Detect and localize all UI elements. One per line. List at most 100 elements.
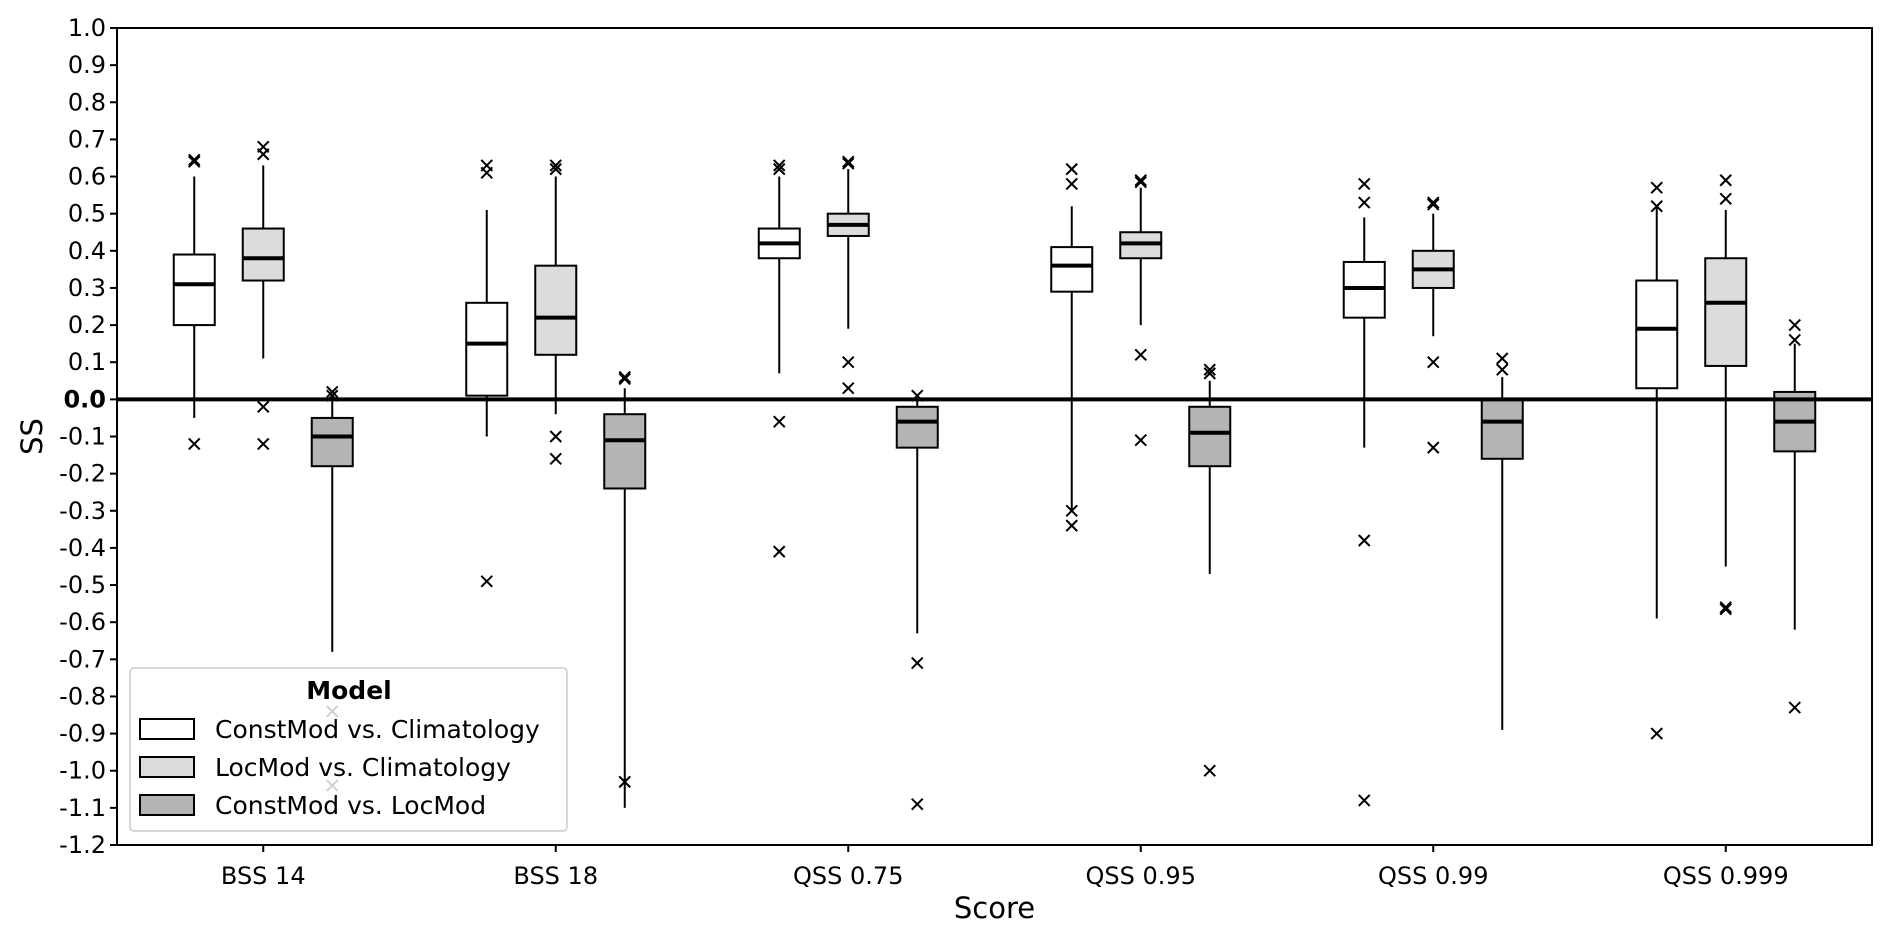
outlier-stroke [842, 155, 855, 168]
outlier-stroke [911, 656, 924, 670]
outlier-marker [326, 385, 339, 399]
outlier-marker [773, 162, 786, 176]
y-tick-label: -0.5 [59, 571, 106, 599]
legend-title: Model [306, 676, 391, 705]
box [310, 416, 354, 468]
outlier-marker [911, 656, 924, 670]
box-group [1342, 177, 1386, 807]
outlier-stroke [773, 415, 786, 428]
y-tick-label: -0.9 [59, 720, 106, 748]
outlier-marker [1788, 701, 1801, 714]
box [172, 253, 216, 327]
y-tick-label: -0.7 [59, 645, 106, 673]
box-group [1119, 174, 1163, 447]
box-group [534, 159, 578, 465]
outlier-stroke [1358, 794, 1371, 807]
outlier-marker [188, 437, 201, 451]
legend: Model ConstMod vs. Climatology LocMod vs.… [129, 667, 568, 832]
box-group [1704, 174, 1748, 616]
outlier-stroke [1650, 727, 1663, 740]
outlier-marker [1203, 363, 1216, 376]
x-tick-label: BSS 18 [513, 862, 598, 890]
outlier-stroke [842, 356, 855, 369]
outlier-stroke [1134, 174, 1147, 187]
x-tick-label: QSS 0.75 [793, 862, 903, 890]
box [1704, 257, 1748, 367]
outlier-marker [1358, 177, 1371, 191]
outlier-marker [1427, 356, 1440, 369]
outlier-marker [1427, 441, 1440, 454]
outlier-marker [1065, 519, 1078, 532]
outlier-stroke [911, 797, 924, 811]
outlier-marker [1065, 177, 1078, 191]
outlier-stroke [1427, 198, 1440, 211]
outlier-marker [1427, 198, 1440, 211]
outlier-stroke [1788, 701, 1801, 714]
outlier-stroke [549, 452, 562, 465]
outlier-stroke [773, 159, 786, 172]
outlier-stroke [257, 437, 270, 451]
box-group [895, 389, 939, 811]
outlier-stroke [1065, 177, 1078, 191]
outlier-stroke [1134, 434, 1147, 447]
y-tick-label: -0.3 [59, 497, 106, 525]
y-axis-title: SS [15, 418, 49, 455]
y-tick-label: -0.2 [59, 460, 106, 488]
outlier-stroke [1065, 504, 1078, 517]
boxes-layer [172, 140, 1817, 811]
outlier-stroke [1065, 162, 1078, 176]
y-tick-label: -0.1 [59, 423, 106, 451]
legend-entries: ConstMod vs. Climatology LocMod vs. Clima… [139, 715, 540, 820]
outlier-marker [1203, 764, 1216, 777]
box [465, 301, 509, 397]
box [1635, 279, 1679, 390]
y-tick-label: -0.6 [59, 608, 106, 636]
legend-entry-label: ConstMod vs. Climatology [215, 715, 540, 744]
outlier-marker [480, 166, 493, 180]
outlier-stroke [257, 148, 270, 161]
x-axis-title: Score [954, 891, 1035, 925]
outlier-marker [1134, 348, 1147, 362]
legend-swatch [139, 794, 195, 816]
outlier-stroke [773, 545, 786, 558]
legend-swatch [139, 718, 195, 740]
outlier-stroke [618, 372, 631, 386]
y-tick-label: 0.9 [68, 51, 106, 79]
outlier-marker [549, 430, 562, 443]
outlier-stroke [773, 162, 786, 176]
outlier-marker [842, 155, 855, 168]
outlier-stroke [1650, 181, 1663, 194]
y-tick-label: 0.4 [68, 237, 106, 265]
outlier-stroke [188, 155, 201, 168]
outlier-marker [1719, 601, 1732, 614]
outlier-stroke [1427, 441, 1440, 454]
y-tick-label: 0.8 [68, 88, 106, 116]
y-tick-label: -0.8 [59, 682, 106, 710]
outlier-stroke [1065, 519, 1078, 532]
box [895, 405, 939, 449]
y-tick-label: 0.3 [68, 274, 106, 302]
y-tick-label: -1.2 [59, 831, 106, 859]
outlier-marker [549, 452, 562, 465]
outlier-stroke [1358, 196, 1371, 209]
outlier-stroke [1719, 601, 1732, 614]
outlier-marker [618, 775, 631, 789]
box [1480, 398, 1524, 460]
outlier-stroke [618, 370, 631, 384]
outlier-marker [773, 545, 786, 558]
outlier-stroke [1203, 363, 1216, 376]
legend-frame [129, 667, 568, 832]
outlier-stroke [1788, 333, 1801, 347]
outlier-stroke [842, 157, 855, 170]
outlier-marker [480, 575, 493, 588]
outlier-marker [188, 153, 201, 167]
outlier-marker [1358, 534, 1371, 547]
outlier-stroke [549, 162, 562, 176]
x-tick-label: QSS 0.999 [1663, 862, 1789, 890]
outlier-stroke [1719, 174, 1732, 187]
box-group [1773, 318, 1817, 714]
y-tick-label: -1.1 [59, 794, 106, 822]
outlier-marker [257, 400, 270, 413]
outlier-marker [1065, 162, 1078, 176]
outlier-stroke [1203, 764, 1216, 777]
